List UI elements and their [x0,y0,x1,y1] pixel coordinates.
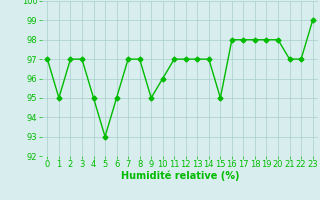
X-axis label: Humidité relative (%): Humidité relative (%) [121,171,239,181]
